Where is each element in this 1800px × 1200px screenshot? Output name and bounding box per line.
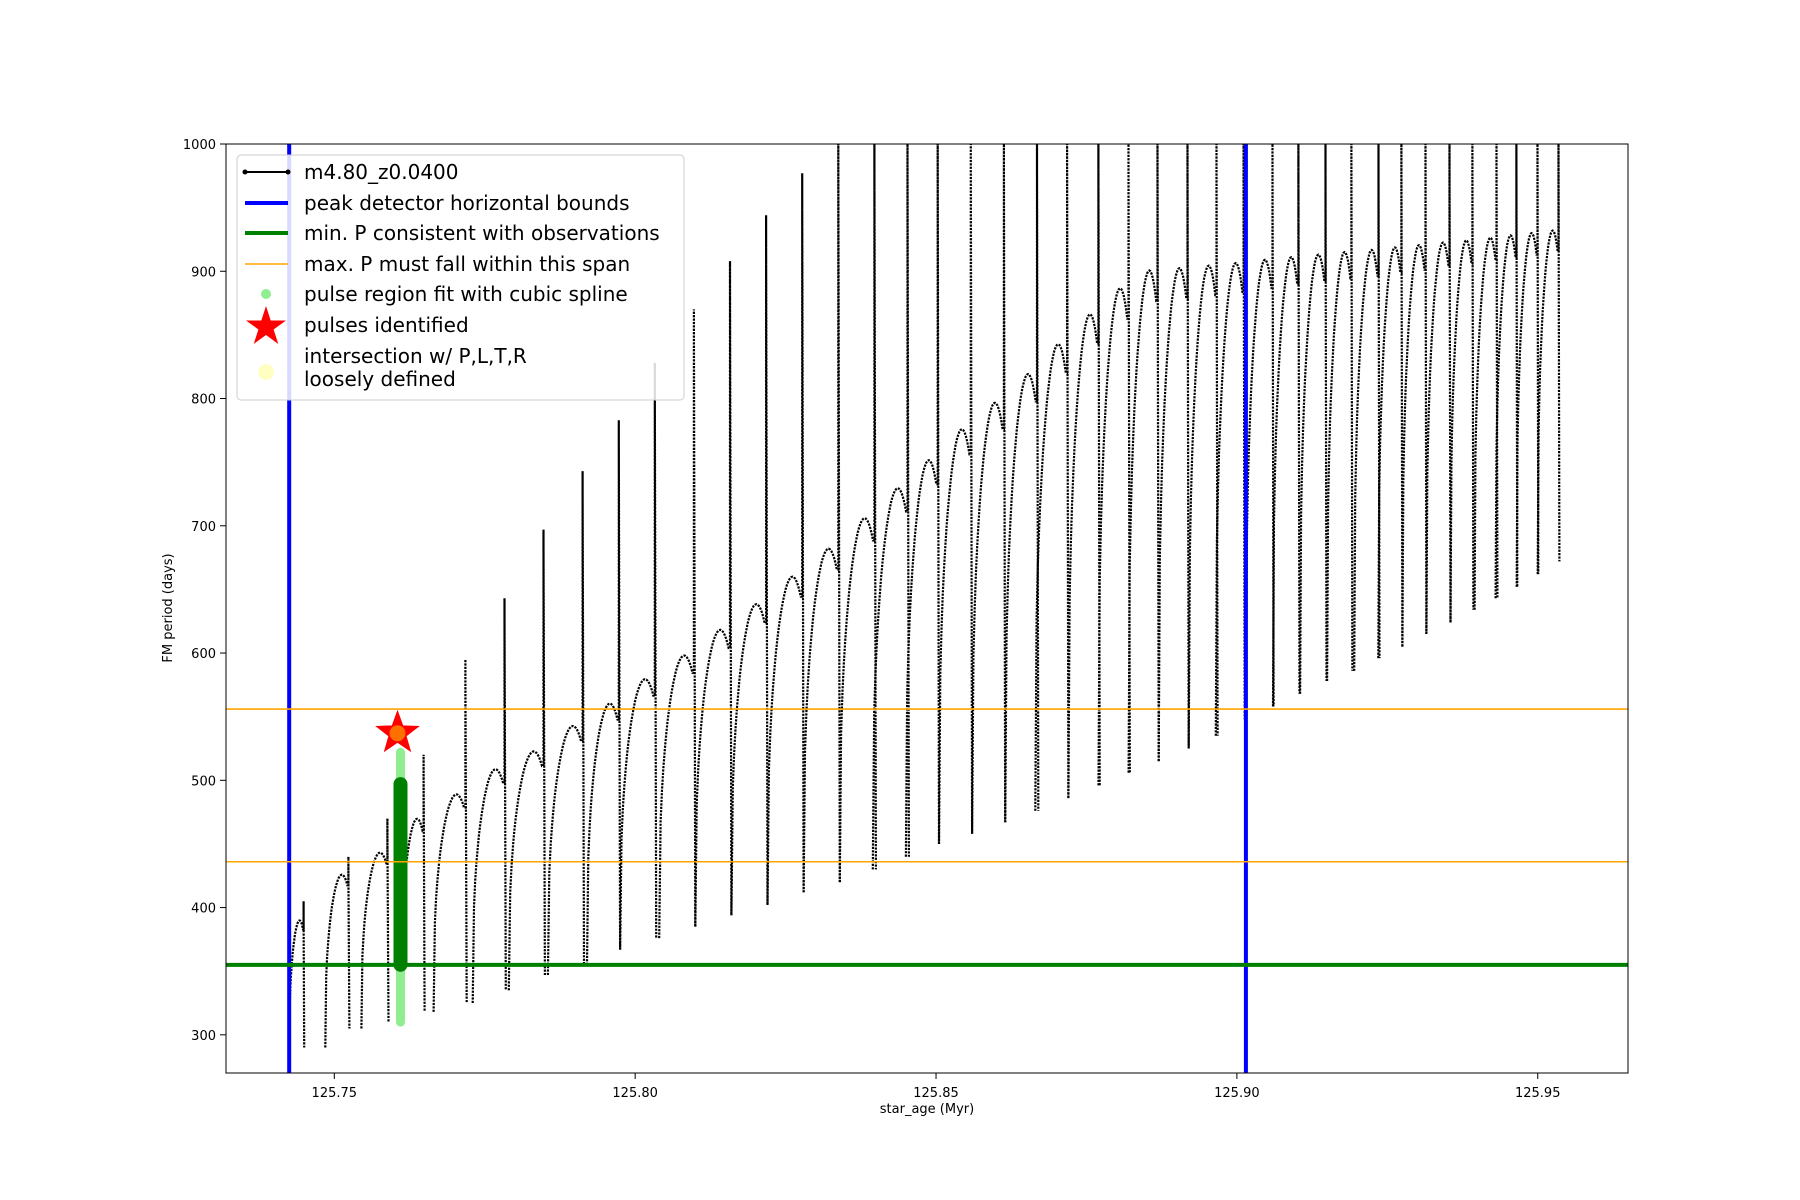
track-segment (871, 144, 910, 870)
track-segment (1157, 144, 1190, 762)
legend-label: min. P consistent with observations (304, 221, 660, 245)
track-segment (766, 173, 805, 906)
track-segment (1536, 144, 1561, 575)
y-tick-label: 400 (191, 902, 216, 917)
track-segment (1377, 144, 1404, 659)
track-segment (585, 420, 622, 965)
track-segment (1353, 144, 1381, 671)
track-segment (937, 144, 974, 844)
x-tick-label: 125.95 (1515, 1086, 1561, 1101)
track-segment (546, 471, 586, 976)
legend-handle-star (246, 306, 286, 344)
track-segment (507, 529, 546, 991)
y-tick-label: 300 (191, 1029, 216, 1044)
x-tick-label: 125.90 (1214, 1086, 1260, 1101)
legend-label-line: loosely defined (304, 367, 456, 391)
x-tick-label: 125.75 (312, 1086, 358, 1101)
track-segment (1515, 144, 1540, 587)
legend-label-line: intersection w/ P,L,T,R (304, 344, 527, 368)
x-tick-label: 125.80 (612, 1086, 658, 1101)
track-segment (324, 856, 351, 1048)
track-segment (802, 144, 841, 893)
legend-handle-highlight (258, 364, 274, 380)
track-segment (1299, 144, 1328, 694)
track-segment (1187, 144, 1219, 749)
legend-label-line: max. P must fall within this span (304, 252, 630, 276)
y-tick-label: 600 (191, 647, 216, 662)
legend-label: max. P must fall within this span (304, 252, 630, 276)
pulse-identified-dot (389, 725, 406, 742)
y-tick-label: 1000 (183, 138, 216, 153)
x-tick-label: 125.85 (913, 1086, 959, 1101)
legend-label-line: peak detector horizontal bounds (304, 191, 630, 215)
legend-label-line: m4.80_z0.0400 (304, 160, 459, 184)
track-segment (904, 144, 941, 857)
track-segment (1214, 144, 1246, 736)
track-segment (838, 144, 877, 883)
legend-handle-spline (261, 289, 271, 299)
track-segment (1473, 144, 1499, 610)
track-segment (1494, 144, 1519, 599)
legend-label: pulses identified (304, 313, 469, 337)
y-tick-label: 900 (191, 265, 216, 280)
y-tick-label: 800 (191, 393, 216, 408)
track-segment (730, 215, 769, 916)
axis-ticks: 125.75 125.80 125.85 125.90 125.95 300 400 500 6… (183, 138, 1561, 1101)
plot-frame (225, 143, 1629, 1074)
track-segment (1097, 144, 1131, 786)
track-segment (360, 818, 390, 1029)
track-segment (471, 598, 507, 1004)
data-layer (288, 144, 1561, 1063)
y-tick-label: 500 (191, 774, 216, 789)
track-segment (1034, 144, 1070, 811)
y-axis-label: FM period (days) (161, 553, 176, 662)
track-segment (1326, 144, 1354, 682)
track-segment (1004, 144, 1040, 823)
track-segment (619, 362, 658, 950)
legend-label: m4.80_z0.0400 (304, 160, 459, 184)
x-axis-label: star_age (Myr) (880, 1102, 974, 1117)
track-segment (1127, 144, 1160, 773)
track-segment (1067, 144, 1101, 799)
track-segment (694, 261, 733, 927)
legend-handle-track-marker (285, 169, 291, 175)
track-segment (1401, 144, 1428, 647)
track-segment (971, 144, 1007, 834)
track-segment (1244, 144, 1275, 720)
legend-label: pulse region fit with cubic spline (304, 282, 628, 306)
legend-label-line: pulse region fit with cubic spline (304, 282, 628, 306)
legend-label: peak detector horizontal bounds (304, 191, 630, 215)
track-segment (1425, 144, 1452, 635)
y-tick-label: 700 (191, 520, 216, 535)
track-segment (1271, 144, 1301, 707)
legend-box (236, 154, 685, 401)
legend-label-line: min. P consistent with observations (304, 221, 660, 245)
legend-label-line: pulses identified (304, 313, 469, 337)
track-segment (658, 309, 697, 939)
legend-handle-track-marker (242, 169, 248, 175)
track-segment (1449, 144, 1475, 623)
legend-label: intersection w/ P,L,T,R loosely defined (304, 344, 527, 391)
